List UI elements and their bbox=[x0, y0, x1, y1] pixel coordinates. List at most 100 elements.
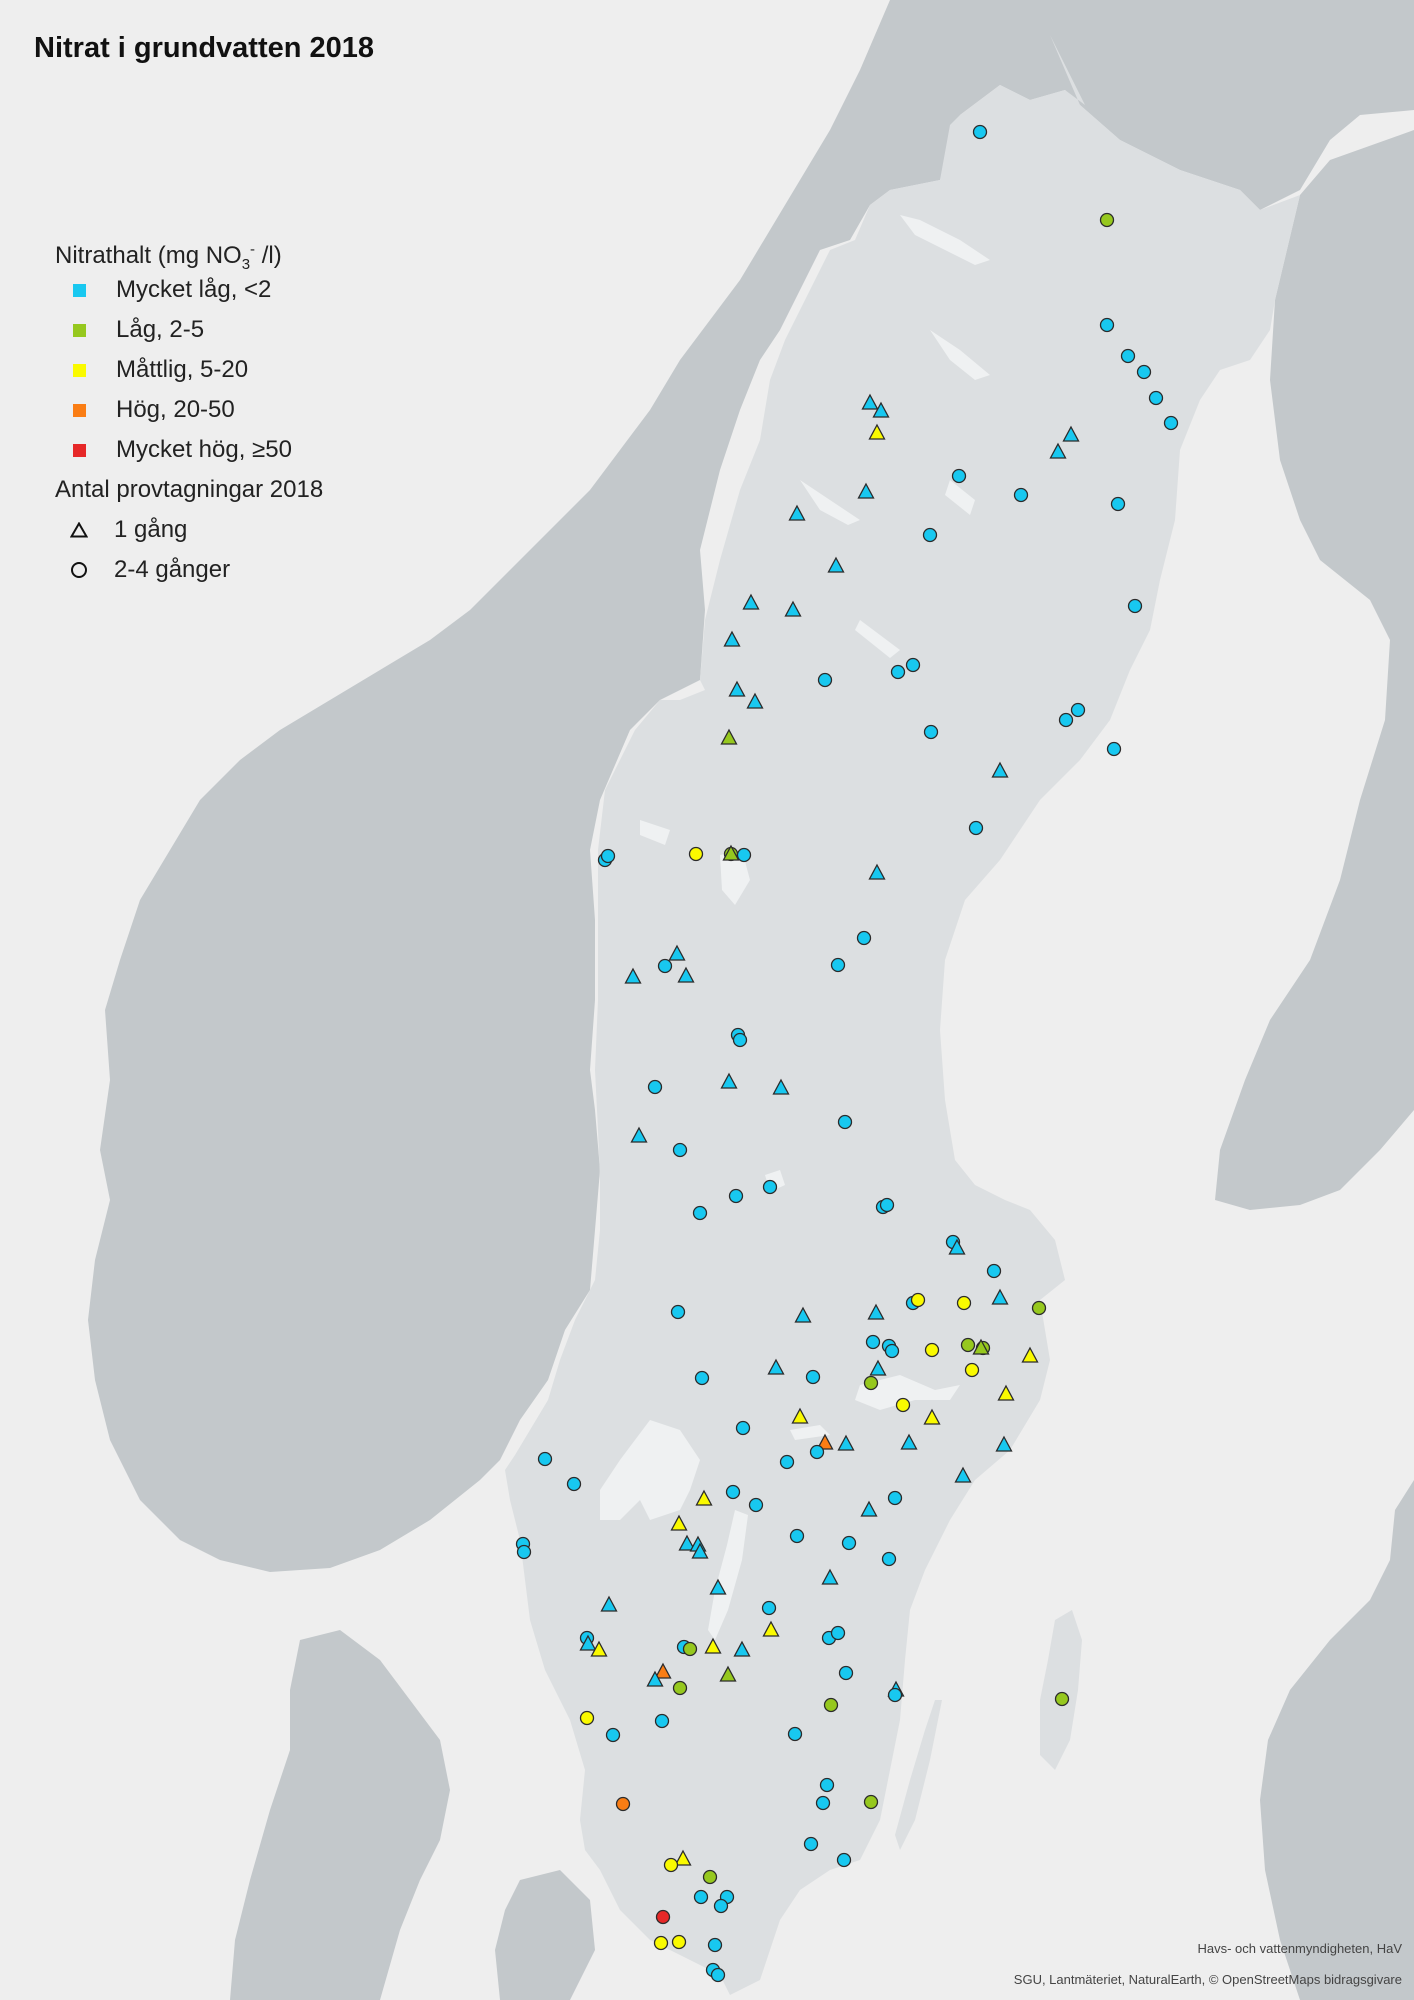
station-triangle bbox=[678, 1534, 696, 1551]
station-circle bbox=[837, 1114, 853, 1130]
very-high-swatch bbox=[73, 443, 86, 457]
legend-class-low: Låg, 2-5 bbox=[55, 310, 323, 350]
station-circle bbox=[657, 958, 673, 974]
station-circle bbox=[1110, 496, 1126, 512]
station-triangle bbox=[827, 556, 845, 573]
denmark-land bbox=[230, 1630, 450, 2000]
station-triangle bbox=[762, 1620, 780, 1637]
station-circle bbox=[986, 1263, 1002, 1279]
concentration-heading: Nitrathalt (mg NO3- /l) bbox=[55, 230, 323, 273]
station-circle bbox=[830, 1625, 846, 1641]
lake-north-2 bbox=[930, 330, 990, 380]
station-circle bbox=[789, 1528, 805, 1544]
high-swatch bbox=[73, 403, 86, 417]
station-circle bbox=[968, 820, 984, 836]
station-circle bbox=[748, 1497, 764, 1513]
station-circle bbox=[1120, 348, 1136, 364]
station-circle bbox=[728, 1188, 744, 1204]
station-triangle bbox=[868, 423, 886, 440]
lake-north-1 bbox=[900, 215, 990, 265]
finland-land bbox=[1215, 130, 1414, 1210]
station-triangle bbox=[670, 1514, 688, 1531]
station-circle bbox=[702, 1869, 718, 1885]
station-circle bbox=[803, 1836, 819, 1852]
station-circle bbox=[647, 1079, 663, 1095]
station-circle bbox=[516, 1544, 532, 1560]
baltic-land bbox=[1260, 1480, 1414, 2000]
moderate-label: Måttlig, 5-20 bbox=[116, 356, 249, 383]
station-triangle bbox=[720, 728, 738, 745]
station-circle bbox=[887, 1490, 903, 1506]
station-circle bbox=[1054, 1691, 1070, 1707]
station-circle bbox=[713, 1898, 729, 1914]
station-circle bbox=[787, 1726, 803, 1742]
station-circle bbox=[923, 724, 939, 740]
station-circle bbox=[735, 1420, 751, 1436]
station-circle bbox=[707, 1937, 723, 1953]
station-circle bbox=[881, 1551, 897, 1567]
very-low-swatch bbox=[73, 283, 86, 297]
station-circle bbox=[663, 1857, 679, 1873]
lake-north-3 bbox=[800, 480, 860, 525]
station-triangle bbox=[1049, 442, 1067, 459]
lake-storsjon bbox=[720, 850, 750, 905]
concentration-heading-sub: 3 bbox=[241, 255, 251, 273]
station-triangle bbox=[646, 1670, 664, 1687]
station-triangle bbox=[709, 1578, 727, 1595]
station-circle bbox=[960, 1337, 976, 1353]
station-circle bbox=[823, 1697, 839, 1713]
station-triangle bbox=[867, 1303, 885, 1320]
sampling-once-label: 1 gång bbox=[114, 516, 188, 543]
station-circle bbox=[672, 1680, 688, 1696]
monitoring-stations bbox=[515, 124, 1179, 1983]
station-circle bbox=[725, 1484, 741, 1500]
station-circle bbox=[884, 1343, 900, 1359]
station-triangle bbox=[857, 482, 875, 499]
station-circle bbox=[1099, 212, 1115, 228]
station-triangle bbox=[624, 967, 642, 984]
station-circle bbox=[910, 1292, 926, 1308]
station-circle bbox=[694, 1370, 710, 1386]
station-circle bbox=[924, 1342, 940, 1358]
station-circle bbox=[1013, 487, 1029, 503]
station-triangle bbox=[728, 680, 746, 697]
station-triangle bbox=[674, 1849, 692, 1866]
station-circle bbox=[815, 1795, 831, 1811]
station-triangle bbox=[733, 1640, 751, 1657]
concentration-heading-prefix: Nitrathalt (mg NO bbox=[55, 242, 242, 269]
station-circle bbox=[682, 1641, 698, 1657]
station-triangle bbox=[868, 863, 886, 880]
station-circle bbox=[579, 1710, 595, 1726]
station-circle bbox=[693, 1889, 709, 1905]
station-triangle bbox=[695, 1489, 713, 1506]
sampling-multiple-label: 2-4 gånger bbox=[114, 556, 231, 583]
very-low-label: Mycket låg, <2 bbox=[116, 276, 272, 303]
station-triangle bbox=[579, 1634, 597, 1651]
station-circle bbox=[1136, 364, 1152, 380]
sampling-heading: Antal provtagningar 2018 bbox=[55, 476, 324, 503]
station-circle bbox=[1099, 317, 1115, 333]
station-circle bbox=[671, 1934, 687, 1950]
legend: Nitrathalt (mg NO3- /l) Mycket låg, <2 L… bbox=[55, 230, 323, 590]
station-circle bbox=[761, 1600, 777, 1616]
station-circle bbox=[600, 848, 616, 864]
station-triangle bbox=[788, 504, 806, 521]
station-circle bbox=[809, 1444, 825, 1460]
station-circle bbox=[922, 527, 938, 543]
station-triangle bbox=[1062, 425, 1080, 442]
station-triangle bbox=[746, 692, 764, 709]
station-circle bbox=[865, 1334, 881, 1350]
station-triangle bbox=[668, 944, 686, 961]
moderate-swatch bbox=[73, 363, 86, 377]
legend-class-very-high: Mycket hög, ≥50 bbox=[55, 430, 323, 470]
station-circle bbox=[879, 1197, 895, 1213]
station-circle bbox=[779, 1454, 795, 1470]
station-circle bbox=[736, 847, 752, 863]
station-circle bbox=[863, 1375, 879, 1391]
station-triangle bbox=[742, 593, 760, 610]
station-circle bbox=[805, 1369, 821, 1385]
station-circle bbox=[890, 664, 906, 680]
station-circle bbox=[964, 1362, 980, 1378]
station-triangle bbox=[794, 1306, 812, 1323]
legend-sampling-multiple: 2-4 gånger bbox=[55, 550, 323, 590]
